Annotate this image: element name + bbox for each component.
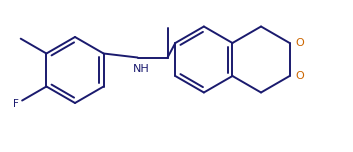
Text: O: O xyxy=(295,38,304,48)
Text: O: O xyxy=(295,71,304,81)
Text: NH: NH xyxy=(133,64,150,74)
Text: F: F xyxy=(13,99,19,109)
